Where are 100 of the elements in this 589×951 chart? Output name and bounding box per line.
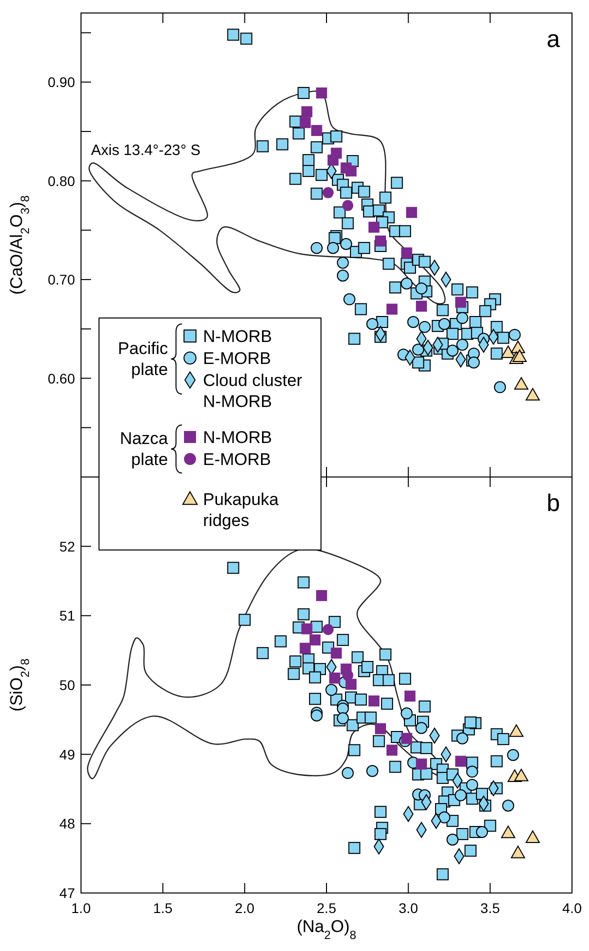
point [366,318,378,330]
point [386,744,398,756]
point [501,826,516,838]
point [407,316,420,328]
point [316,87,328,98]
point [300,117,311,128]
point [343,293,356,306]
point [526,388,540,401]
point [340,238,352,250]
y-tick-label: 0.60 [48,370,76,386]
point [507,749,520,762]
x-tick-label: 2.0 [234,900,255,916]
point [438,318,450,330]
point [310,242,323,254]
annotation: b [546,490,560,517]
point [368,222,380,233]
point [400,278,413,290]
annotation: a [546,26,561,53]
point [446,834,459,846]
point [508,328,521,341]
point [366,764,378,777]
legend-label: Cloud cluster N-MORB [203,371,303,411]
point [404,690,416,702]
x-tick-label: 3.5 [480,900,500,916]
point [300,642,311,654]
point [509,724,524,737]
point [466,778,478,791]
annotation: Axis 13.4°-23° S [91,142,201,159]
point [346,678,357,690]
point [455,296,466,308]
point [316,590,328,602]
point [329,672,340,684]
point [342,670,354,681]
point [456,732,468,744]
point [336,270,349,282]
point [502,800,514,812]
x-tick-label: 2.5 [316,900,336,916]
point [412,344,424,356]
point [526,830,540,843]
x-tick-label: 1.5 [153,900,173,916]
point [501,346,516,358]
y-tick-label: 0.80 [48,172,76,189]
annotation: Pacific plate [118,339,168,379]
point [342,767,354,780]
point [327,242,340,254]
annotation: Nazca plate [120,429,169,469]
x-tick-label: 1.0 [71,900,91,916]
point [301,106,312,118]
point [438,811,450,824]
point [512,349,527,362]
point [476,826,488,838]
legend-label: E-MORB [203,349,271,368]
legend-label: N-MORB [203,428,272,447]
point [401,247,412,258]
y-tick-label: 49 [59,746,76,762]
point [322,624,334,636]
point [455,756,466,767]
y-tick-label: 50 [59,677,76,693]
point [510,846,526,858]
y-tick-label: 47 [59,885,76,901]
point [301,623,312,634]
legend-label: Pukapuka ridges [203,490,280,530]
point [466,766,478,778]
point [400,707,413,720]
point [401,732,412,744]
point [346,165,357,176]
point [514,377,528,390]
point [336,712,349,724]
point [325,684,338,696]
point [342,200,354,212]
legend-label: E-MORB [203,450,271,469]
y-tick-label: 52 [59,538,76,554]
point [368,695,380,706]
point [456,312,468,324]
point [494,381,506,394]
point [416,758,427,770]
point [310,634,321,646]
point [375,723,386,734]
x-tick-label: 4.0 [562,900,582,916]
y-tick-label: 48 [59,816,76,832]
x-tick-label: 3.0 [398,900,418,916]
point [375,236,386,247]
point [415,282,428,294]
point [386,304,398,315]
point [514,768,528,782]
point [406,206,418,218]
y-tick-label: 51 [59,608,76,624]
point [418,320,431,333]
point [310,710,323,722]
y-tick-label: 0.90 [48,74,76,90]
x-axis-title: (Na$_{2}$O)$_{8}$ [296,917,357,942]
point [311,124,322,136]
point [415,722,428,734]
point [456,338,468,351]
point [336,702,349,715]
y-tick-label: 0.70 [48,272,76,288]
point [322,187,334,198]
legend-label: N-MORB [203,327,272,346]
point [446,344,459,357]
point [454,789,467,802]
